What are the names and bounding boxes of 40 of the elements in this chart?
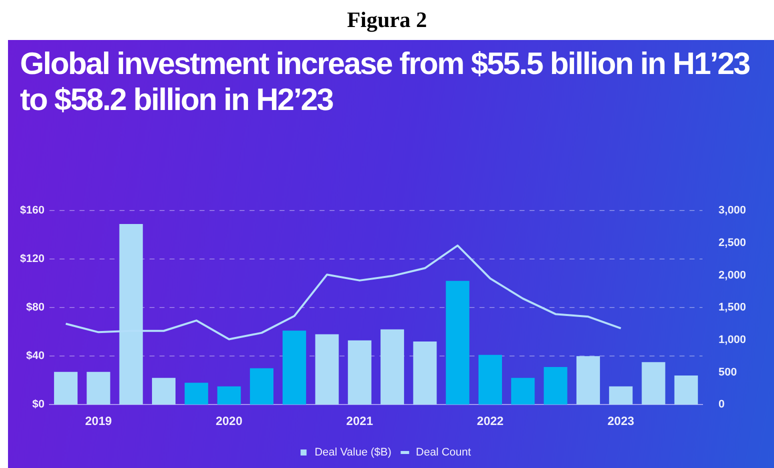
x-tick-label: 2023 [607, 414, 635, 428]
legend-label: Deal Count [416, 446, 471, 459]
chart-title: Global investment increase from $55.5 billion in H1’23 to $58.2 billion in H2’23 [20, 46, 750, 118]
x-tick-label: 2019 [85, 414, 112, 428]
bar [86, 372, 110, 405]
bar [217, 386, 241, 405]
bar [413, 342, 437, 405]
y2-tick-label: 1,000 [718, 334, 746, 346]
x-tick-label: 2020 [216, 414, 243, 428]
bar [348, 340, 372, 405]
bar [282, 330, 306, 405]
bar [54, 372, 78, 405]
y2-tick-label: 1,500 [718, 302, 746, 314]
text: Figura 2 [346, 6, 428, 34]
bar [446, 280, 470, 405]
x-tick-label: 2021 [346, 414, 374, 428]
legend-label: Deal Value ($B) [314, 446, 392, 459]
bar [380, 329, 404, 405]
y2-tick-label: 2,500 [718, 236, 746, 249]
y2-tick-label: 2,000 [718, 269, 746, 282]
y-tick-label: $80 [26, 302, 44, 314]
bar [511, 378, 535, 405]
y-tick-label: $0 [32, 398, 44, 411]
y2-tick-label: 3,000 [718, 204, 746, 217]
bar [642, 362, 666, 405]
bar [674, 376, 698, 405]
y-tick-label: $120 [20, 253, 44, 266]
bar [544, 367, 568, 405]
y-tick-label: $40 [26, 350, 44, 362]
bar [478, 354, 502, 405]
bar [250, 368, 274, 405]
y2-tick-label: 500 [718, 366, 737, 378]
bar [576, 356, 600, 405]
y2-tick-label: 0 [718, 398, 725, 411]
bar [152, 378, 176, 405]
y-tick-label: $160 [20, 204, 44, 217]
bar [315, 334, 339, 405]
x-tick-label: 2022 [476, 414, 504, 428]
bar [184, 382, 208, 405]
bar [609, 386, 633, 405]
